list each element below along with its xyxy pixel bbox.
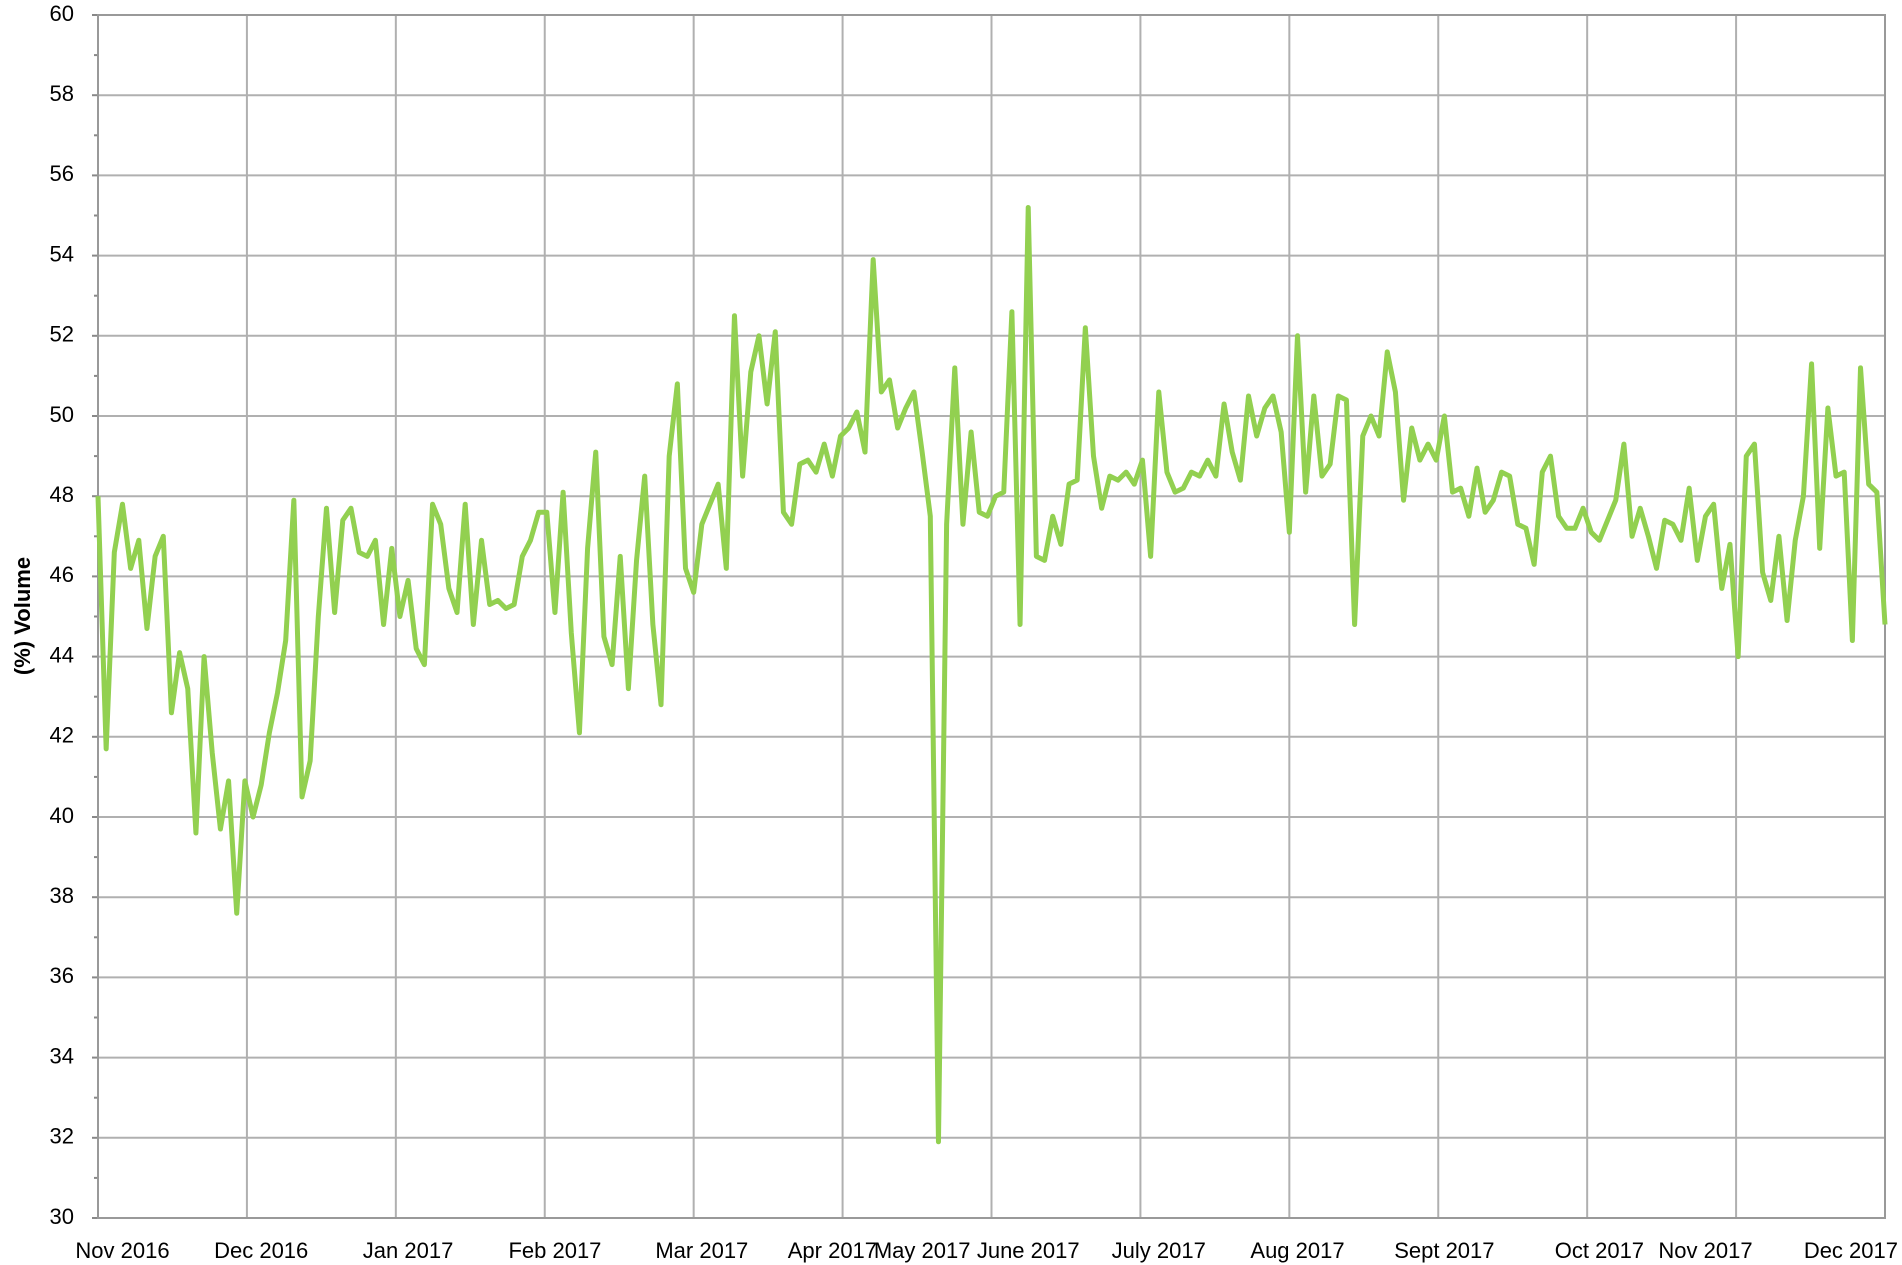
y-tick-label: 30: [50, 1204, 74, 1229]
y-axis-label: (%) Volume: [10, 557, 35, 675]
y-tick-label: 50: [50, 402, 74, 427]
x-tick-label: Sept 2017: [1394, 1238, 1494, 1263]
y-tick-label: 44: [50, 642, 74, 667]
x-tick-label: Jan 2017: [363, 1238, 454, 1263]
x-tick-label: Dec 2017: [1804, 1238, 1898, 1263]
x-tick-label: May 2017: [874, 1238, 971, 1263]
x-tick-label: July 2017: [1112, 1238, 1206, 1263]
x-tick-label: Nov 2017: [1658, 1238, 1752, 1263]
y-tick-label: 58: [50, 81, 74, 106]
x-tick-label: Oct 2017: [1555, 1238, 1644, 1263]
y-tick-label: 38: [50, 883, 74, 908]
y-tick-label: 52: [50, 322, 74, 347]
y-tick-label: 60: [50, 1, 74, 26]
y-tick-label: 54: [50, 241, 74, 266]
data-line: [95, 204, 1888, 1145]
y-tick-label: 46: [50, 562, 74, 587]
x-tick-label: Apr 2017: [788, 1238, 877, 1263]
x-tick-label: Nov 2016: [75, 1238, 169, 1263]
x-tick-label: Dec 2016: [214, 1238, 308, 1263]
y-tick-label: 56: [50, 161, 74, 186]
y-tick-label: 42: [50, 723, 74, 748]
x-tick-label: June 2017: [977, 1238, 1080, 1263]
y-tick-label: 48: [50, 482, 74, 507]
y-tick-label: 36: [50, 963, 74, 988]
x-tick-label: Mar 2017: [655, 1238, 748, 1263]
x-tick-label: Feb 2017: [508, 1238, 601, 1263]
x-tick-label: Aug 2017: [1250, 1238, 1344, 1263]
y-tick-label: 32: [50, 1124, 74, 1149]
y-tick-label: 34: [50, 1043, 74, 1068]
y-tick-label: 40: [50, 803, 74, 828]
